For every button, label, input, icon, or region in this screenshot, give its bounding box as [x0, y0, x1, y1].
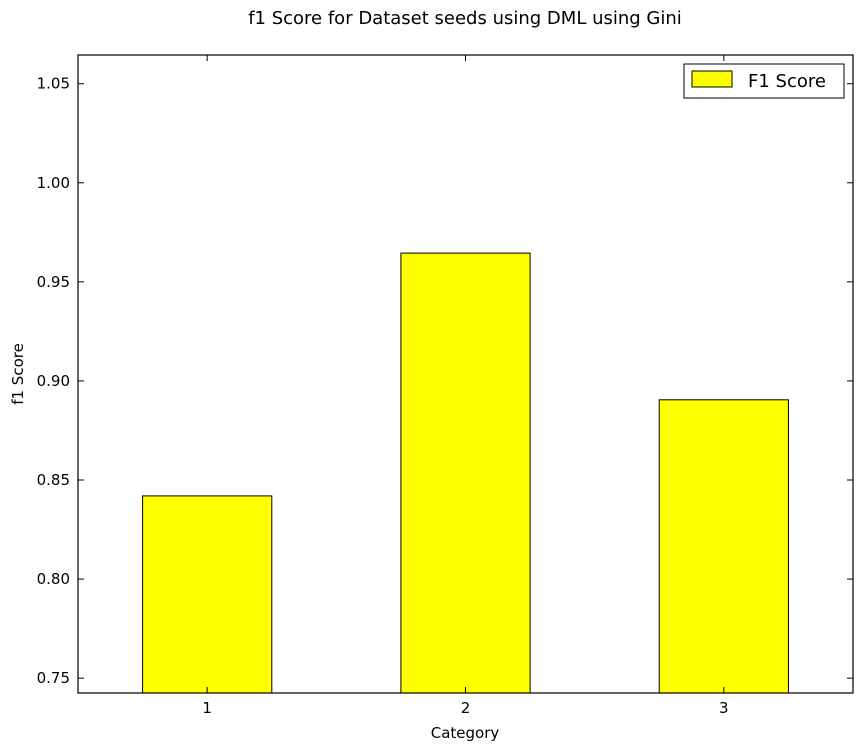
bar-2 [400, 252, 531, 694]
y-axis-label: f1 Score [9, 343, 27, 405]
y-tick-label: 1.05 [37, 75, 70, 93]
legend-swatch [691, 70, 733, 88]
x-axis-label: Category [431, 724, 500, 742]
bar-1 [142, 495, 273, 694]
bar-3 [658, 399, 789, 694]
y-tick-label: 0.95 [37, 273, 70, 291]
bars-group [142, 252, 789, 694]
y-tick-label: 0.90 [37, 372, 70, 390]
y-tick-label: 0.75 [37, 669, 70, 687]
y-tick-label: 1.00 [37, 174, 70, 192]
chart-title: f1 Score for Dataset seeds using DML usi… [248, 8, 682, 29]
legend-label: F1 Score [748, 71, 826, 92]
x-tick-label: 3 [719, 699, 729, 717]
plot-frame [77, 54, 854, 694]
y-tick-label: 0.85 [37, 471, 70, 489]
ticks-group: 1 2 3 0.75 0.80 0.85 0.90 0.95 1.00 1.05 [37, 55, 853, 717]
x-tick-label: 2 [461, 699, 471, 717]
legend: F1 Score [683, 63, 845, 99]
x-tick-label: 1 [202, 699, 212, 717]
y-tick-label: 0.80 [37, 570, 70, 588]
